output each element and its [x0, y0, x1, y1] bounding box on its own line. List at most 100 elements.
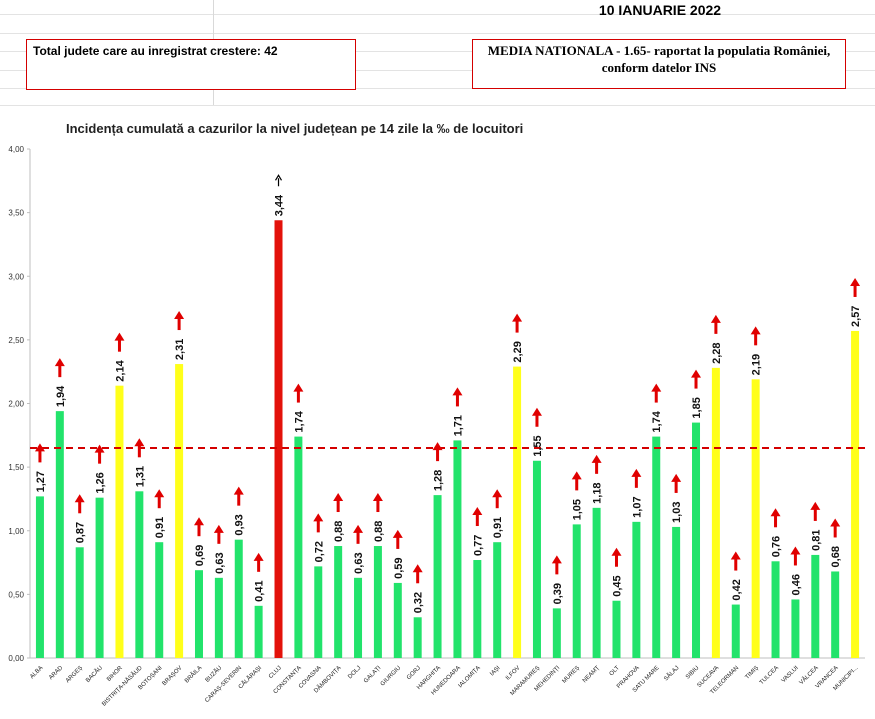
value-label: 1,03 [671, 502, 683, 523]
x-tick-label: BRAȘOV [162, 665, 184, 687]
bar [711, 367, 720, 658]
bar [254, 605, 263, 658]
x-axis-labels: ALBA ARAD ARGEȘ BACĂU BIHORBISTRIȚA-NĂSĂUDBO… [29, 664, 859, 708]
bar [473, 560, 482, 658]
bar [194, 570, 203, 658]
increase-arrow-head [372, 493, 383, 502]
x-tick-label: IAȘI [489, 665, 501, 677]
x-tick-label: MUREȘ [562, 665, 582, 685]
increase-arrow-shaft [634, 475, 638, 488]
value-label: 0,87 [75, 522, 87, 543]
increase-arrow-head [333, 493, 344, 502]
value-label: 0,77 [472, 535, 484, 556]
increase-arrow-head [134, 438, 145, 447]
bar [851, 330, 860, 658]
bar [413, 617, 422, 658]
y-tick-label: 0,50 [8, 590, 24, 599]
value-label: 0,63 [214, 552, 226, 573]
national-average-line2: conform datelor INS [601, 60, 717, 75]
value-label: 0,91 [154, 517, 166, 538]
value-label: 0,68 [830, 546, 842, 567]
increase-arrow-head [790, 546, 801, 555]
x-tick-label: IALOMIȚA [458, 665, 482, 689]
y-tick-label: 4,00 [8, 145, 24, 154]
value-label: 0,46 [790, 574, 802, 595]
increase-arrow-head [392, 529, 403, 538]
increase-arrow-shaft [356, 531, 360, 544]
increase-arrow-shaft [853, 284, 857, 297]
bar [234, 539, 243, 658]
bar [493, 542, 502, 658]
sheet-gridline [0, 88, 875, 89]
increase-arrow-head [293, 383, 304, 392]
increase-arrow-shaft [714, 321, 718, 334]
increase-arrow-shaft [813, 508, 817, 521]
bar [672, 526, 681, 658]
value-label: 1,71 [452, 415, 464, 436]
bar [75, 547, 84, 658]
y-tick-label: 1,00 [8, 527, 24, 536]
increase-arrow-shaft [396, 536, 400, 549]
value-label: 0,32 [413, 592, 425, 613]
x-tick-label: GORJ [406, 665, 422, 681]
bar [354, 577, 363, 658]
bar [831, 571, 840, 658]
increase-arrow-head [353, 524, 364, 533]
y-tick-label: 3,50 [8, 209, 24, 218]
increase-arrow-head [830, 518, 841, 527]
x-tick-label: ARAD [48, 665, 65, 682]
value-label: 0,88 [373, 521, 385, 542]
report-date: 10 IANUARIE 2022 [598, 2, 722, 18]
increase-arrow-head [551, 555, 562, 564]
value-label: 0,63 [353, 552, 365, 573]
chart-title: Incidența cumulată a cazurilor la nivel … [66, 121, 524, 136]
x-tick-label: VASLUI [781, 665, 800, 684]
value-label: 1,26 [95, 472, 107, 493]
increase-arrow-shaft [296, 390, 300, 403]
x-tick-label: CARAȘ-SEVERIN [204, 665, 243, 704]
x-tick-label: DOLJ [347, 665, 362, 680]
x-tick-label: SĂLAJ [663, 664, 681, 682]
value-label: 1,28 [433, 470, 445, 491]
increase-arrow-shaft [157, 496, 161, 509]
increase-arrow-head [452, 387, 463, 396]
arrows [34, 174, 861, 584]
sheet-gridline [0, 14, 875, 15]
national-average-box: MEDIA NATIONALA - 1.65- raportat la popu… [472, 39, 846, 89]
x-tick-label: ARGEȘ [65, 665, 84, 684]
increase-arrow-shaft [654, 390, 658, 403]
increase-arrow-shaft [595, 461, 599, 474]
increase-arrow-shaft [694, 376, 698, 389]
bar [612, 600, 621, 658]
bar [592, 507, 601, 658]
value-label: 1,07 [631, 496, 643, 517]
increase-arrow-head [710, 314, 721, 323]
increase-arrow-shaft [575, 478, 579, 491]
value-label: 1,55 [532, 435, 544, 456]
bar [632, 521, 641, 658]
increase-arrow-shaft [336, 500, 340, 513]
bar [513, 366, 522, 658]
value-label: 0,41 [254, 580, 266, 601]
increase-arrow-head [850, 277, 861, 286]
increase-arrow-shaft [316, 520, 320, 533]
value-label: 1,18 [592, 482, 604, 503]
increase-arrow-shaft [674, 480, 678, 493]
value-label: 2,57 [850, 306, 862, 327]
x-tick-label: BIHOR [106, 665, 124, 683]
value-label: 2,14 [114, 359, 126, 381]
bar [35, 496, 44, 658]
bar [135, 491, 144, 658]
bar [214, 577, 223, 658]
bar [532, 460, 541, 658]
increase-arrow-head [492, 489, 503, 498]
increase-arrow-shaft [455, 394, 459, 407]
value-label: 1,74 [651, 410, 663, 432]
increase-arrow-head [94, 444, 105, 453]
value-label: 1,74 [293, 410, 305, 432]
bar [572, 524, 581, 658]
increase-arrow-shaft [515, 320, 519, 333]
bar [811, 554, 820, 658]
y-tick-label: 2,50 [8, 336, 24, 345]
bar [274, 220, 283, 658]
